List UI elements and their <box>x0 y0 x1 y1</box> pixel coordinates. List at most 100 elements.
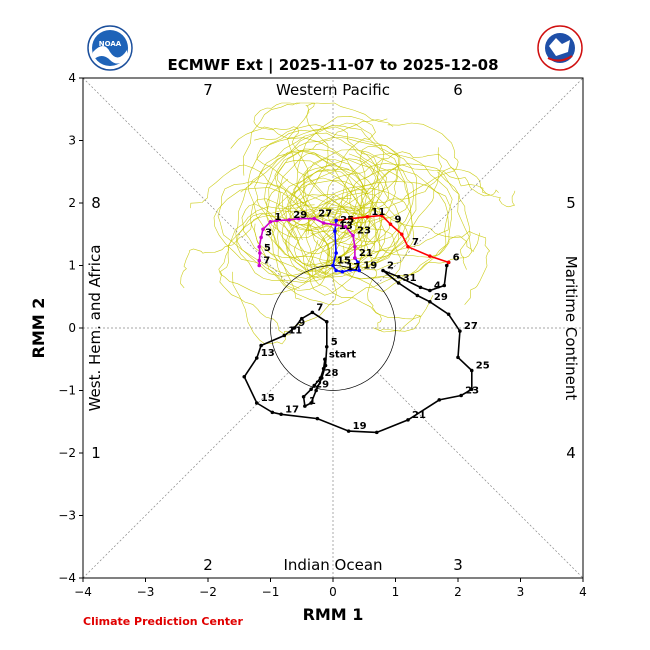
y-tick-label: −3 <box>58 509 76 523</box>
track-point <box>356 260 360 265</box>
phase-numbers: 1 2 3 4 5 6 7 8 <box>91 81 576 574</box>
day-label: 5 <box>331 337 338 348</box>
y-axis-ticks: −4 −3 −2 −1 0 1 2 3 4 <box>58 71 83 585</box>
day-label: 4 <box>434 281 441 292</box>
track-point <box>442 283 447 288</box>
track-point <box>312 383 317 388</box>
x-axis-label: RMM 1 <box>303 605 364 624</box>
x-tick-label: −3 <box>137 585 155 599</box>
region-west-hem-africa: West. Hem. and Africa <box>86 245 104 412</box>
day-label: 21 <box>412 410 426 421</box>
track-point <box>459 393 463 398</box>
y-tick-label: −2 <box>58 446 76 460</box>
ensemble-track <box>270 194 363 296</box>
y-tick-label: 1 <box>68 259 76 273</box>
track-day-labels: start28291579111315171921232527293124679… <box>261 207 490 432</box>
track-point <box>469 368 474 373</box>
day-label: 9 <box>298 318 305 329</box>
diagonal-line-se <box>376 371 584 579</box>
track-point <box>312 216 317 221</box>
ensemble-track <box>302 165 410 265</box>
track-point <box>287 218 292 222</box>
track-point <box>334 251 338 255</box>
phase-8-label: 8 <box>91 194 101 212</box>
day-label: 11 <box>288 326 302 337</box>
track-point <box>343 224 348 229</box>
day-label: 1 <box>309 396 316 407</box>
y-tick-label: −4 <box>58 571 76 585</box>
phase-5-label: 5 <box>566 194 576 212</box>
ensemble-track <box>247 122 385 253</box>
day-label: 11 <box>371 207 385 218</box>
diagonal-line-ne <box>376 77 584 285</box>
region-indian-ocean: Indian Ocean <box>283 556 382 574</box>
ensemble-track <box>274 118 388 233</box>
track-point <box>324 319 329 324</box>
ensemble-track <box>264 179 382 282</box>
ensemble-track <box>256 137 386 260</box>
track-point <box>444 263 449 268</box>
track-point <box>274 218 279 223</box>
track-point <box>346 429 351 433</box>
ensemble-track <box>288 158 363 266</box>
track-point <box>254 401 259 405</box>
x-tick-label: 0 <box>329 585 337 599</box>
ensemble-member-tracks <box>180 102 516 345</box>
ensemble-track <box>292 115 376 234</box>
day-label: 2 <box>387 261 394 272</box>
track-point <box>282 333 287 338</box>
track-point <box>379 213 384 218</box>
day-label: 7 <box>263 256 270 267</box>
ensemble-track <box>254 151 377 270</box>
track-point <box>323 357 327 362</box>
ensemble-track <box>180 198 352 289</box>
day-label: 5 <box>264 243 271 254</box>
track-point <box>334 268 338 273</box>
phase-2-label: 2 <box>203 556 213 574</box>
track-point <box>415 293 420 298</box>
x-tick-label: 1 <box>392 585 400 599</box>
day-label: 27 <box>464 321 478 332</box>
day-label: 19 <box>353 421 367 432</box>
day-label: 23 <box>465 386 479 397</box>
track-point <box>257 263 262 268</box>
day-label: 21 <box>359 248 373 259</box>
start-label: start <box>329 349 356 360</box>
phase-6-label: 6 <box>453 81 463 99</box>
y-tick-label: 2 <box>68 196 76 210</box>
ensemble-track <box>287 102 394 246</box>
track-point <box>396 274 401 279</box>
nws-logo <box>537 25 583 71</box>
day-label: 15 <box>337 256 351 267</box>
track-point <box>268 219 273 224</box>
track-point <box>270 410 275 415</box>
ensemble-track <box>235 149 369 284</box>
x-tick-label: 3 <box>517 585 525 599</box>
track-point <box>388 222 393 227</box>
track-point <box>381 268 385 273</box>
day-label: 1 <box>275 212 282 223</box>
day-label: 17 <box>346 262 360 273</box>
day-label: 31 <box>403 273 417 284</box>
track-point <box>257 258 262 263</box>
track-point <box>333 229 337 233</box>
track-point <box>310 310 315 315</box>
day-label: 9 <box>395 214 402 225</box>
track-point <box>428 288 432 293</box>
track-point <box>259 343 263 348</box>
track-point <box>292 326 297 330</box>
track-point <box>340 269 345 274</box>
diagonal-line-nw <box>82 77 290 285</box>
track-segment-2 <box>332 220 361 273</box>
track-point <box>418 285 423 290</box>
phase-3-label: 3 <box>453 556 463 574</box>
ensemble-track <box>230 126 379 229</box>
track-point <box>261 227 265 232</box>
track-point <box>323 363 328 368</box>
y-tick-label: 3 <box>68 134 76 148</box>
track-point <box>309 387 313 392</box>
ensemble-track <box>338 153 453 258</box>
day-label: 29 <box>315 379 329 390</box>
day-label: 25 <box>476 361 490 372</box>
